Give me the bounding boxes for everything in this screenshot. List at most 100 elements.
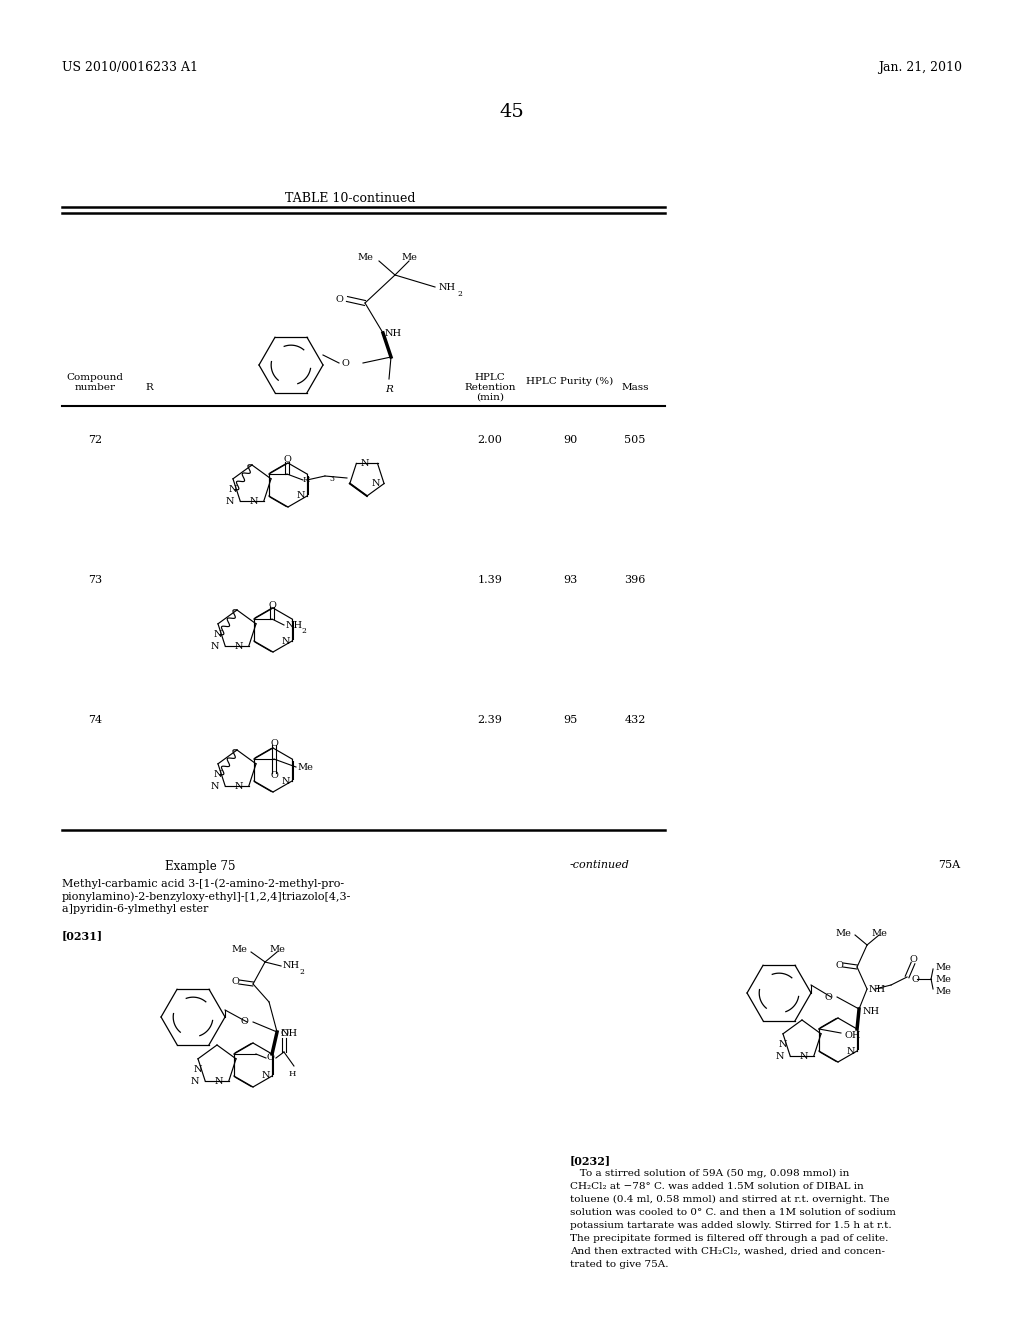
Text: NH: NH xyxy=(439,282,456,292)
Text: O: O xyxy=(283,455,291,465)
Text: solution was cooled to 0° C. and then a 1M solution of sodium: solution was cooled to 0° C. and then a … xyxy=(570,1208,896,1217)
Text: Me: Me xyxy=(836,928,851,937)
Text: Mass: Mass xyxy=(622,383,649,392)
Text: O: O xyxy=(335,294,343,304)
Text: NH: NH xyxy=(286,620,303,630)
Text: [0232]: [0232] xyxy=(570,1155,611,1166)
Text: Retention: Retention xyxy=(464,383,516,392)
Text: N: N xyxy=(372,479,380,488)
Text: N: N xyxy=(211,781,219,791)
Text: 2: 2 xyxy=(457,290,462,298)
Text: R: R xyxy=(145,383,153,392)
Text: N: N xyxy=(776,1052,784,1061)
Text: And then extracted with CH₂Cl₂, washed, dried and concen-: And then extracted with CH₂Cl₂, washed, … xyxy=(570,1247,885,1257)
Text: N: N xyxy=(282,636,290,645)
Text: N: N xyxy=(261,1072,270,1081)
Text: N: N xyxy=(800,1052,808,1061)
Text: Me: Me xyxy=(298,763,313,771)
Text: a]pyridin-6-ylmethyl ester: a]pyridin-6-ylmethyl ester xyxy=(62,904,208,913)
Text: 432: 432 xyxy=(625,715,646,725)
Text: 45: 45 xyxy=(500,103,524,121)
Text: Me: Me xyxy=(935,986,951,995)
Text: O: O xyxy=(231,978,239,986)
Text: toluene (0.4 ml, 0.58 mmol) and stirred at r.t. overnight. The: toluene (0.4 ml, 0.58 mmol) and stirred … xyxy=(570,1195,890,1204)
Text: 2.39: 2.39 xyxy=(477,715,503,725)
Text: O: O xyxy=(270,738,278,747)
Text: Compound: Compound xyxy=(67,374,124,381)
Text: NH: NH xyxy=(385,329,402,338)
Text: N: N xyxy=(249,496,258,506)
Text: 2.00: 2.00 xyxy=(477,436,503,445)
Text: Methyl-carbamic acid 3-[1-(2-amino-2-methyl-pro-: Methyl-carbamic acid 3-[1-(2-amino-2-met… xyxy=(62,878,344,888)
Text: NH: NH xyxy=(863,1006,881,1015)
Text: NH: NH xyxy=(869,985,886,994)
Text: O: O xyxy=(280,1030,288,1039)
Text: N: N xyxy=(214,770,222,779)
Text: HPLC: HPLC xyxy=(475,374,506,381)
Text: O: O xyxy=(241,1018,248,1027)
Text: O: O xyxy=(266,1053,273,1063)
Text: CH₂Cl₂ at −78° C. was added 1.5M solution of DIBAL in: CH₂Cl₂ at −78° C. was added 1.5M solutio… xyxy=(570,1181,864,1191)
Text: Me: Me xyxy=(357,252,373,261)
Text: N: N xyxy=(234,781,243,791)
Text: O: O xyxy=(836,961,843,969)
Text: H: H xyxy=(303,477,310,484)
Text: Me: Me xyxy=(935,974,951,983)
Text: N: N xyxy=(282,776,290,785)
Text: O: O xyxy=(824,993,833,1002)
Text: (min): (min) xyxy=(476,393,504,403)
Text: -continued: -continued xyxy=(570,861,630,870)
Text: 73: 73 xyxy=(88,576,102,585)
Text: To a stirred solution of 59A (50 mg, 0.098 mmol) in: To a stirred solution of 59A (50 mg, 0.0… xyxy=(570,1170,849,1179)
Text: Jan. 21, 2010: Jan. 21, 2010 xyxy=(878,61,962,74)
Text: N: N xyxy=(190,1077,200,1085)
Text: NH: NH xyxy=(283,961,300,970)
Text: 74: 74 xyxy=(88,715,102,725)
Text: OH: OH xyxy=(845,1031,861,1040)
Text: HPLC Purity (%): HPLC Purity (%) xyxy=(526,378,613,385)
Text: Me: Me xyxy=(231,945,247,954)
Text: N: N xyxy=(228,484,238,494)
Text: 72: 72 xyxy=(88,436,102,445)
Text: potassium tartarate was added slowly. Stirred for 1.5 h at r.t.: potassium tartarate was added slowly. St… xyxy=(570,1221,892,1230)
Text: 95: 95 xyxy=(563,715,578,725)
Text: N: N xyxy=(211,642,219,651)
Text: N: N xyxy=(194,1065,202,1073)
Text: R: R xyxy=(385,384,393,393)
Text: O: O xyxy=(911,974,919,983)
Text: 1.39: 1.39 xyxy=(477,576,503,585)
Text: Me: Me xyxy=(401,252,417,261)
Text: O: O xyxy=(341,359,349,367)
Text: O: O xyxy=(268,601,275,610)
Text: N: N xyxy=(214,1077,223,1085)
Text: Example 75: Example 75 xyxy=(165,861,236,873)
Text: NH: NH xyxy=(281,1030,298,1039)
Text: O: O xyxy=(909,954,916,964)
Text: 3: 3 xyxy=(329,475,334,483)
Text: 396: 396 xyxy=(625,576,646,585)
Text: N: N xyxy=(360,459,369,467)
Text: 75A: 75A xyxy=(938,861,961,870)
Text: pionylamino)-2-benzyloxy-ethyl]-[1,2,4]triazolo[4,3-: pionylamino)-2-benzyloxy-ethyl]-[1,2,4]t… xyxy=(62,891,351,902)
Text: 2: 2 xyxy=(299,968,304,975)
Text: Me: Me xyxy=(935,962,951,972)
Text: N: N xyxy=(225,496,234,506)
Text: US 2010/0016233 A1: US 2010/0016233 A1 xyxy=(62,61,198,74)
Text: number: number xyxy=(75,383,116,392)
Text: 93: 93 xyxy=(563,576,578,585)
Text: H: H xyxy=(289,1071,296,1078)
Text: Me: Me xyxy=(871,928,887,937)
Text: 505: 505 xyxy=(625,436,646,445)
Text: N: N xyxy=(778,1040,787,1049)
Text: N: N xyxy=(847,1047,855,1056)
Text: Me: Me xyxy=(269,945,285,954)
Text: 2: 2 xyxy=(302,627,307,635)
Text: [0231]: [0231] xyxy=(62,931,103,941)
Text: O: O xyxy=(270,771,278,780)
Text: The precipitate formed is filtered off through a pad of celite.: The precipitate formed is filtered off t… xyxy=(570,1234,889,1243)
Text: N: N xyxy=(297,491,305,500)
Text: 90: 90 xyxy=(563,436,578,445)
Text: N: N xyxy=(214,630,222,639)
Text: TABLE 10-continued: TABLE 10-continued xyxy=(285,191,416,205)
Text: trated to give 75A.: trated to give 75A. xyxy=(570,1261,669,1269)
